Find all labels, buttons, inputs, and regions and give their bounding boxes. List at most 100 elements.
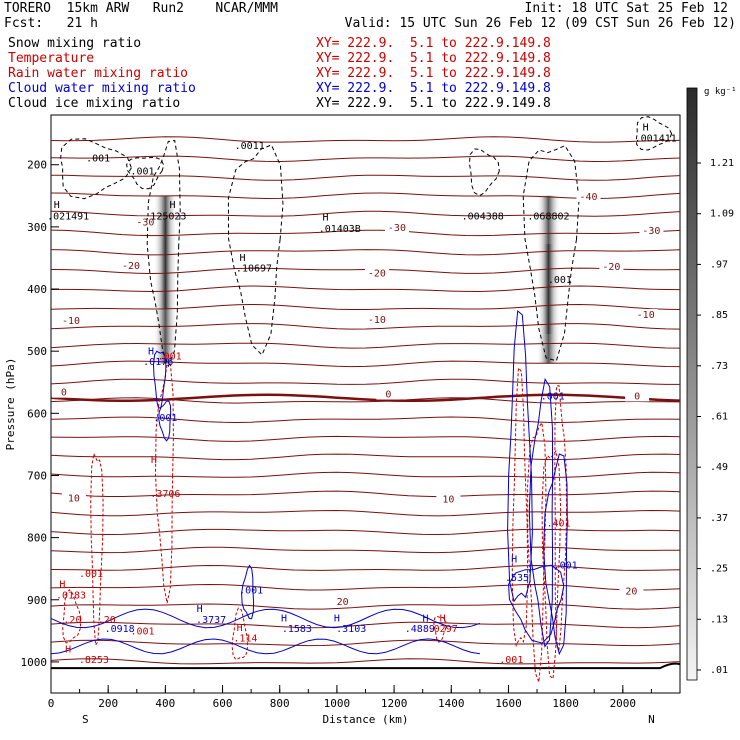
- isotherm-line: [50, 509, 681, 517]
- temperature-label: 0: [634, 391, 640, 402]
- contour-annotation: .001: [130, 627, 154, 638]
- temperature-label: -10: [62, 316, 80, 327]
- legend-xy-cloud-water: XY= 222.9. 5.1 to 222.9.149.8: [316, 81, 551, 96]
- terrain-line: [51, 662, 681, 670]
- isotherm-line: [50, 155, 681, 163]
- y-tick-label: 900: [27, 594, 47, 607]
- temperature-label-bg: [51, 386, 76, 398]
- snow-core: [158, 219, 173, 310]
- contour-annotation: .125023: [144, 211, 186, 222]
- x-tick-label: 1200: [381, 697, 408, 710]
- isotherm-line: [50, 378, 680, 385]
- isotherm-line: [50, 603, 681, 610]
- isotherm-line: [50, 342, 681, 349]
- temperature-label-bg: [364, 313, 389, 325]
- cloud-water-contour: [158, 400, 172, 442]
- colorbar-label: 1.21: [710, 158, 734, 169]
- temperature-label: 0: [61, 388, 67, 399]
- contour-annotation: .0011: [235, 141, 265, 152]
- contour-annotation: .10697: [236, 264, 272, 275]
- isotherm-line: [50, 249, 681, 256]
- y-tick-label: 700: [27, 469, 47, 482]
- endpoint-left: S: [82, 713, 89, 726]
- contour-annotation: H: [54, 200, 60, 211]
- contour-annotation: H: [511, 554, 517, 565]
- contour-annotation: H: [322, 213, 328, 224]
- cloud-ice-contour: [227, 144, 284, 356]
- legend-name-snow: Snow mixing ratio: [8, 36, 142, 51]
- x-tick-label: 800: [270, 697, 290, 710]
- cloud-water-contour: [507, 309, 533, 603]
- legend-xy-temperature: XY= 222.9. 5.1 to 222.9.149.8: [316, 51, 551, 66]
- rain-contour: [527, 421, 547, 683]
- rain-contour: [62, 589, 82, 644]
- isotherm-line: [50, 546, 680, 554]
- header-valid: Valid: 15 UTC Sun 26 Feb 12 (09 CST Sun …: [344, 16, 736, 31]
- colorbar-label: .37: [710, 513, 728, 524]
- isotherm-line: [50, 416, 681, 424]
- contour-annotation: .401: [546, 518, 570, 529]
- legend-xy-snow: XY= 222.9. 5.1 to 222.9.149.8: [316, 36, 551, 51]
- isotherm-line: [50, 583, 681, 591]
- isotherm-line: [50, 471, 681, 478]
- temperature-label: -20: [368, 268, 386, 279]
- isotherm-line: [50, 323, 681, 330]
- isotherm-line: [50, 192, 681, 200]
- temperature-label-bg: [619, 585, 644, 597]
- temperature-label: -10: [637, 310, 655, 321]
- contour-annotation: .001: [554, 561, 578, 572]
- contour-annotation: .20: [63, 615, 81, 626]
- contour-annotation: .001: [153, 413, 177, 424]
- temperature-label: 20: [337, 597, 349, 608]
- header-init: Init: 18 UTC Sat 25 Feb 12: [524, 1, 729, 16]
- temperature-label-bg: [576, 190, 601, 202]
- colorbar-unit: g kg⁻¹: [704, 87, 737, 97]
- cloud-ice-contour: [126, 156, 165, 190]
- contour-annotation: .001: [130, 167, 154, 178]
- contour-annotation: .01403B: [319, 224, 361, 235]
- isotherm-line: [50, 360, 681, 368]
- x-tick-label: 2000: [610, 697, 637, 710]
- cloud-ice-contour: [146, 139, 181, 368]
- temperature-label-bg: [59, 315, 84, 327]
- legend-name-temperature: Temperature: [8, 51, 95, 66]
- contour-annotation: H: [240, 253, 246, 264]
- contour-annotation: .001: [79, 569, 103, 580]
- contour-annotation: .3737: [196, 615, 226, 626]
- cloud-water-contour: [543, 453, 568, 656]
- colorbar-label: .61: [710, 412, 728, 423]
- legend-name-rain: Rain water mixing ratio: [8, 66, 189, 81]
- contour-annotation: H: [237, 623, 243, 634]
- contour-annotation: H: [423, 614, 429, 625]
- rain-contour: [231, 607, 249, 661]
- contour-annotation: .3103: [336, 624, 366, 635]
- temperature-label-bg: [119, 259, 144, 271]
- temperature-label: -30: [136, 217, 154, 228]
- contour-annotation: .001411: [635, 134, 677, 145]
- contour-annotation: H: [148, 346, 154, 357]
- contour-annotation: H: [281, 614, 287, 625]
- colorbar-label: .13: [710, 614, 728, 625]
- isotherm-line: [50, 621, 681, 629]
- isotherm-line: [50, 285, 681, 293]
- isotherm-line: [50, 490, 681, 498]
- temperature-label: -10: [368, 315, 386, 326]
- colorbar-label: .25: [710, 564, 728, 575]
- isotherm-line: [50, 229, 681, 237]
- temperature-label: -40: [579, 192, 597, 203]
- temperature-label-bg: [364, 267, 389, 279]
- x-tick-label: 200: [98, 697, 118, 710]
- isotherm-line: [50, 303, 681, 310]
- legend-name-cloud-water: Cloud water mixing ratio: [8, 81, 196, 96]
- contour-annotation: H: [643, 123, 649, 134]
- contour-annotation: .0176: [143, 357, 173, 368]
- isotherm-zero-line: [50, 393, 681, 403]
- temperature-label-bg: [625, 390, 650, 402]
- cloud-water-contour: [241, 564, 255, 620]
- isotherm-line: [50, 658, 681, 665]
- isotherm-line: [50, 639, 681, 647]
- colorbar-label: .85: [710, 310, 728, 321]
- rain-contour: [541, 449, 562, 680]
- cloud-water-contour: [528, 377, 554, 648]
- contour-annotation: .0297: [428, 624, 458, 635]
